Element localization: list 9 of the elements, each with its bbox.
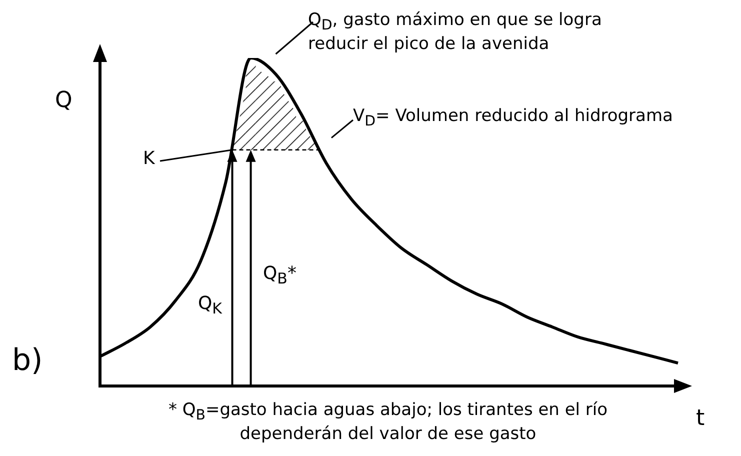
annotation: Q$_{B}$* — [263, 263, 296, 288]
text: * Q$_{B}$=gasto hacia aguas abajo; los tirantes en el río dependerán del valor de ese gasto — [167, 400, 609, 445]
x-axis-title: t — [696, 406, 705, 431]
text: Q$_{D}$, gasto máximo en que se logra reducir el pico de la avenida — [308, 10, 603, 55]
annotation: K — [143, 148, 155, 170]
y-axis-title: Q — [55, 88, 72, 113]
text: b) — [12, 343, 43, 379]
annotation: Q$_{K}$ — [198, 293, 222, 318]
annotation: V$_{D}$= Volumen reducido al hidrograma — [353, 106, 673, 130]
